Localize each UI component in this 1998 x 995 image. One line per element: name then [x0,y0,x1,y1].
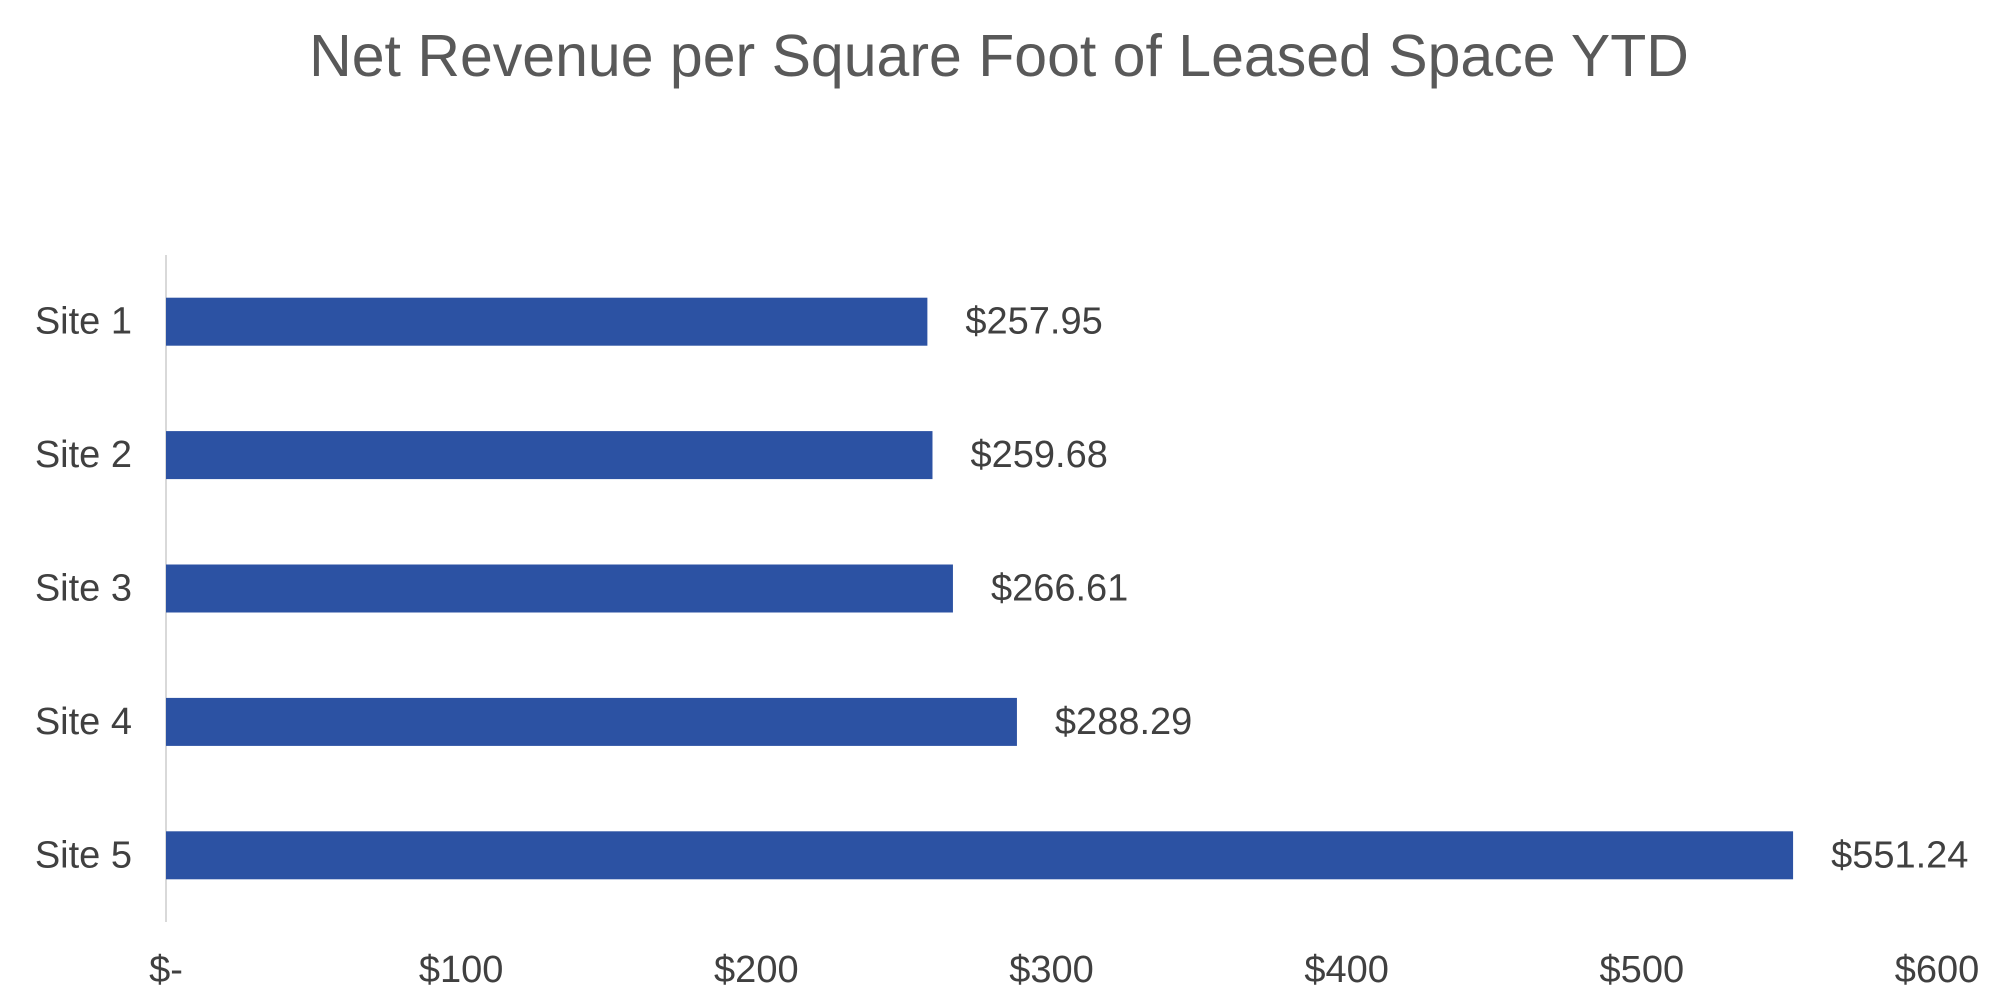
data-label-1: $257.95 [965,301,1102,343]
data-label-4: $288.29 [1055,701,1192,743]
chart-title: Net Revenue per Square Foot of Leased Sp… [309,23,1689,89]
x-tick-label-4: $300 [1009,949,1094,990]
bar-3 [166,564,953,613]
category-labels-layer: Site 1 Site 2 Site 3 Site 4 Site 5 [35,301,132,877]
category-label-1: Site 1 [35,301,132,343]
data-label-3: $266.61 [991,568,1128,610]
data-labels-layer: $257.95 $259.68 $266.61 $288.29 $551.24 [965,301,1968,877]
bar-4 [166,697,1017,746]
bar-1 [166,297,928,346]
x-tick-labels-layer: $- $100 $200 $300 $400 $500 $600 [149,949,1980,991]
category-label-2: Site 2 [35,434,132,476]
x-tick-label-5: $400 [1304,949,1389,990]
data-label-5: $551.24 [1831,834,1968,876]
data-label-2: $259.68 [970,434,1107,476]
category-label-5: Site 5 [35,834,132,876]
bar-5 [166,831,1794,880]
bar-2 [166,431,933,480]
x-tick-label-1: $- [149,949,183,990]
x-tick-label-7: $600 [1895,949,1980,990]
bars-layer [166,297,1794,880]
x-tick-label-2: $100 [419,949,504,990]
category-label-4: Site 4 [35,701,132,743]
category-label-3: Site 3 [35,568,132,610]
x-tick-label-3: $200 [714,949,799,990]
x-tick-label-6: $500 [1600,949,1685,990]
